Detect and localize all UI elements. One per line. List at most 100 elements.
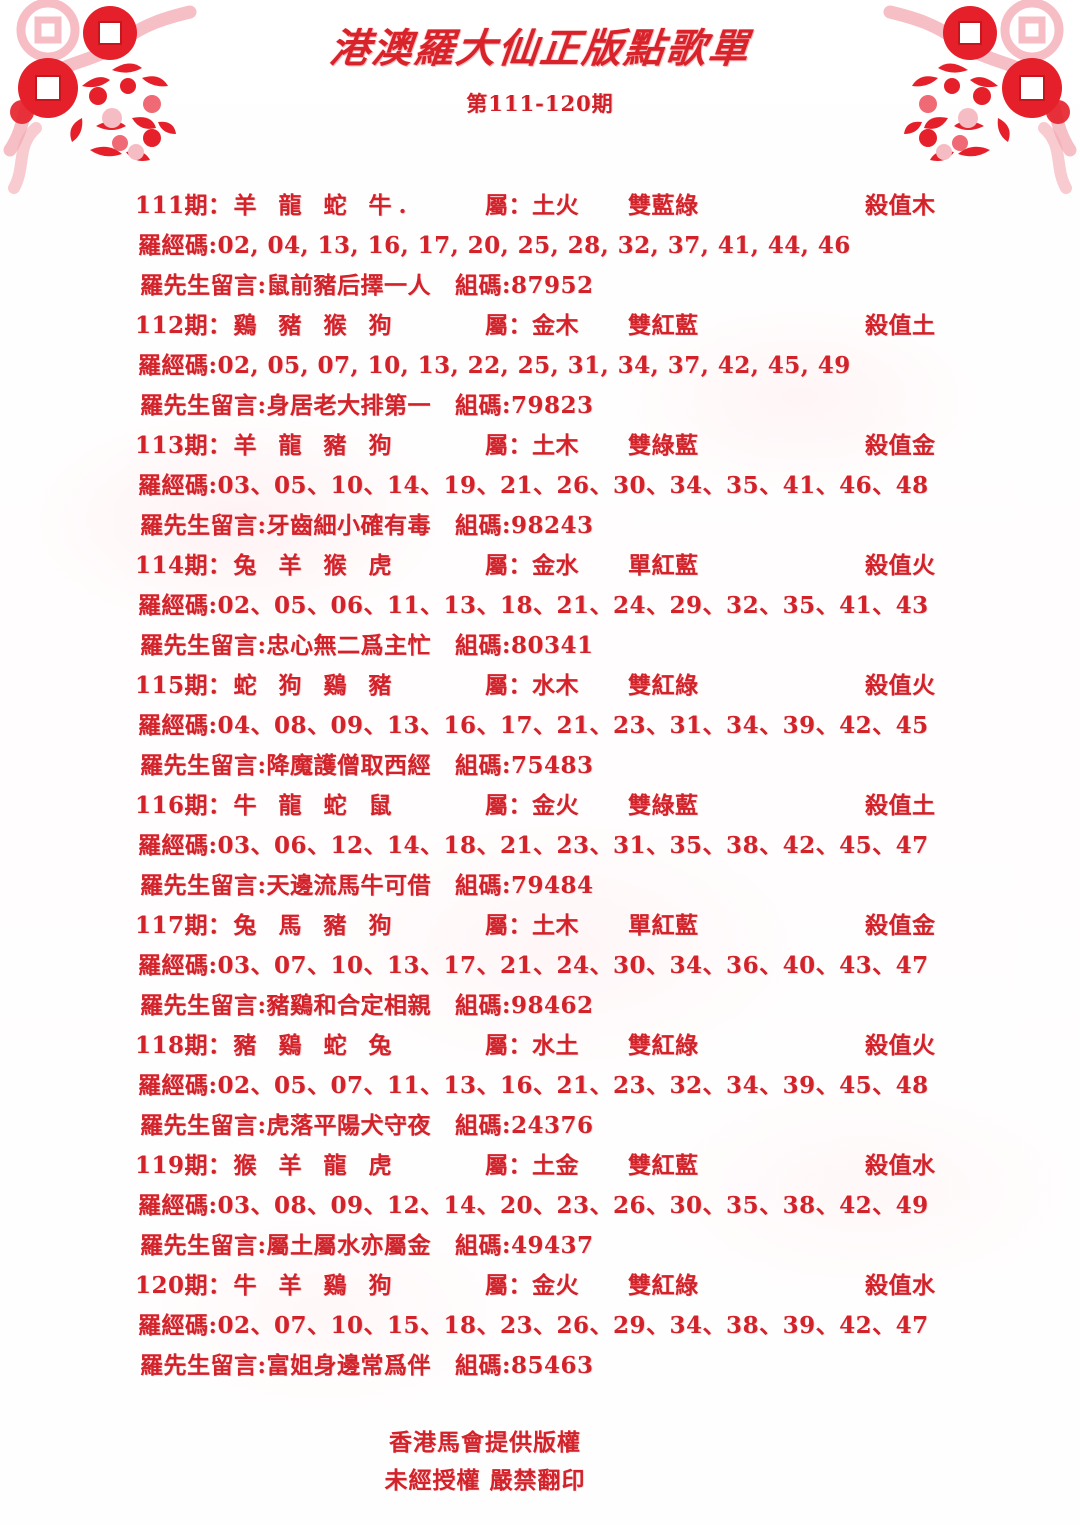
message-label: 羅先生留言: bbox=[140, 752, 267, 779]
message-label: 羅先生留言: bbox=[140, 872, 267, 899]
zodiac-list: 鷄 豬 猴 狗 bbox=[233, 312, 399, 339]
entry-codes-row: 羅經碼:02、05、06、11、13、18、21、24、29、32、35、41、… bbox=[0, 586, 1080, 626]
group-code-label: 組碼: bbox=[455, 392, 511, 419]
entry-head-row: 119期：猴 羊 龍 虎 屬：土金 雙紅藍 殺值水 bbox=[0, 1146, 1080, 1186]
codes-label: 羅經碼: bbox=[138, 832, 218, 859]
entry-message-row: 羅先生留言:豬鷄和合定相親 組碼:98462 bbox=[0, 986, 1080, 1026]
codes-label: 羅經碼: bbox=[138, 472, 218, 499]
entry-block: 114期：兔 羊 猴 虎 屬：金水 單紅藍 殺值火 羅經碼:02、05、06、11、13… bbox=[0, 546, 1080, 666]
zodiac-list: 蛇 狗 鷄 豬 bbox=[233, 672, 399, 699]
codes-label: 羅經碼: bbox=[138, 712, 218, 739]
message-label: 羅先生留言: bbox=[140, 272, 267, 299]
zodiac-list: 豬 鷄 蛇 兔 bbox=[233, 1032, 399, 1059]
message-label: 羅先生留言: bbox=[140, 1232, 267, 1259]
zodiac-list: 羊 龍 豬 狗 bbox=[233, 432, 399, 459]
code-numbers: 02、07、10、15、18、23、26、29、34、38、39、42、47 bbox=[217, 1312, 929, 1339]
codes-label: 羅經碼: bbox=[138, 952, 218, 979]
kill-value: 殺值金 bbox=[865, 432, 936, 459]
color-attribute: 雙綠藍 bbox=[628, 432, 699, 459]
color-attribute: 雙綠藍 bbox=[628, 792, 699, 819]
period-suffix-label: 期： bbox=[184, 792, 232, 819]
entry-message-row: 羅先生留言:忠心無二爲主忙 組碼:80341 bbox=[0, 626, 1080, 666]
entry-message-row: 羅先生留言:鼠前豬后擇一人 組碼:87952 bbox=[0, 266, 1080, 306]
period-number: 111 bbox=[135, 192, 185, 219]
group-code-value: 79823 bbox=[511, 392, 594, 419]
group-code-value: 98243 bbox=[511, 512, 594, 539]
entry-block: 111期：羊 龍 蛇 牛. 屬：土火 雙藍綠 殺值木 羅經碼:02, 04, 13, 1… bbox=[0, 186, 1080, 306]
period-number: 112 bbox=[135, 312, 185, 339]
kill-value: 殺值火 bbox=[865, 552, 936, 579]
color-attribute: 雙紅綠 bbox=[628, 1032, 699, 1059]
kill-value: 殺值土 bbox=[865, 792, 936, 819]
kill-value: 殺值火 bbox=[865, 1032, 936, 1059]
group-code-label: 組碼: bbox=[455, 512, 511, 539]
zodiac-list: 兔 馬 豬 狗 bbox=[233, 912, 399, 939]
entry-list: 111期：羊 龍 蛇 牛. 屬：土火 雙藍綠 殺值木 羅經碼:02, 04, 13, 1… bbox=[0, 186, 1080, 1386]
message-text: 天邊流馬牛可借 bbox=[266, 872, 431, 899]
color-attribute: 雙藍綠 bbox=[628, 192, 699, 219]
element-attribute: 屬：土木 bbox=[485, 912, 579, 939]
group-code-label: 組碼: bbox=[455, 1112, 511, 1139]
entry-message-row: 羅先生留言:屬土屬水亦屬金 組碼:49437 bbox=[0, 1226, 1080, 1266]
message-label: 羅先生留言: bbox=[140, 1112, 267, 1139]
codes-label: 羅經碼: bbox=[138, 592, 218, 619]
element-attribute: 屬：金火 bbox=[485, 1272, 579, 1299]
zodiac-list: 猴 羊 龍 虎 bbox=[233, 1152, 399, 1179]
period-suffix-label: 期： bbox=[184, 432, 232, 459]
group-code-value: 79484 bbox=[511, 872, 594, 899]
entry-message-row: 羅先生留言:身居老大排第一 組碼:79823 bbox=[0, 386, 1080, 426]
entry-head-row: 120期：牛 羊 鷄 狗 屬：金火 雙紅綠 殺值水 bbox=[0, 1266, 1080, 1306]
message-label: 羅先生留言: bbox=[140, 512, 267, 539]
group-code-value: 49437 bbox=[511, 1232, 594, 1259]
zodiac-list: 牛 龍 蛇 鼠 bbox=[233, 792, 399, 819]
group-code-label: 組碼: bbox=[455, 1352, 511, 1379]
page-title: 港澳羅大仙正版點歌單 bbox=[327, 25, 753, 72]
group-code-label: 組碼: bbox=[455, 752, 511, 779]
color-attribute: 雙紅綠 bbox=[628, 1272, 699, 1299]
entry-head-row: 118期：豬 鷄 蛇 兔 屬：水土 雙紅綠 殺值火 bbox=[0, 1026, 1080, 1066]
group-code-value: 75483 bbox=[511, 752, 594, 779]
period-number: 115 bbox=[135, 672, 185, 699]
color-attribute: 雙紅藍 bbox=[628, 1152, 699, 1179]
document-header: 港澳羅大仙正版點歌單 第111-120期 bbox=[0, 0, 1080, 118]
entry-message-row: 羅先生留言:牙齒細小確有毒 組碼:98243 bbox=[0, 506, 1080, 546]
kill-value: 殺值水 bbox=[865, 1152, 936, 1179]
kill-value: 殺值木 bbox=[865, 192, 936, 219]
group-code-value: 87952 bbox=[511, 272, 594, 299]
element-attribute: 屬：金木 bbox=[485, 312, 579, 339]
entry-block: 116期：牛 龍 蛇 鼠 屬：金火 雙綠藍 殺值土 羅經碼:03、06、12、14、18… bbox=[0, 786, 1080, 906]
kill-value: 殺值金 bbox=[865, 912, 936, 939]
kill-value: 殺值水 bbox=[865, 1272, 936, 1299]
group-code-label: 組碼: bbox=[455, 872, 511, 899]
message-text: 虎落平陽犬守夜 bbox=[266, 1112, 431, 1139]
entry-block: 112期：鷄 豬 猴 狗 屬：金木 雙紅藍 殺值土 羅經碼:02, 05, 07, 10… bbox=[0, 306, 1080, 426]
message-text: 豬鷄和合定相親 bbox=[266, 992, 431, 1019]
code-numbers: 02, 04, 13, 16, 17, 20, 25, 28, 32, 37, … bbox=[217, 232, 851, 259]
codes-label: 羅經碼: bbox=[138, 232, 218, 259]
group-code-value: 85463 bbox=[511, 1352, 594, 1379]
group-code-label: 組碼: bbox=[455, 992, 511, 1019]
message-label: 羅先生留言: bbox=[140, 632, 267, 659]
period-suffix-label: 期： bbox=[184, 1032, 232, 1059]
entry-codes-row: 羅經碼:02、07、10、15、18、23、26、29、34、38、39、42、… bbox=[0, 1306, 1080, 1346]
message-text: 屬土屬水亦屬金 bbox=[266, 1232, 431, 1259]
code-numbers: 02、05、07、11、13、16、21、23、32、34、39、45、48 bbox=[217, 1072, 929, 1099]
period-number: 113 bbox=[135, 432, 185, 459]
entry-head-row: 114期：兔 羊 猴 虎 屬：金水 單紅藍 殺值火 bbox=[0, 546, 1080, 586]
entry-codes-row: 羅經碼:03、05、10、14、19、21、26、30、34、35、41、46、… bbox=[0, 466, 1080, 506]
code-numbers: 03、07、10、13、17、21、24、30、34、36、40、43、47 bbox=[217, 952, 929, 979]
period-suffix-label: 期： bbox=[184, 672, 232, 699]
code-numbers: 04、08、09、13、16、17、21、23、31、34、39、42、45 bbox=[217, 712, 929, 739]
entry-head-row: 115期：蛇 狗 鷄 豬 屬：水木 雙紅綠 殺值火 bbox=[0, 666, 1080, 706]
entry-head-row: 117期：兔 馬 豬 狗 屬：土木 單紅藍 殺值金 bbox=[0, 906, 1080, 946]
entry-block: 120期：牛 羊 鷄 狗 屬：金火 雙紅綠 殺值水 羅經碼:02、07、10、15、18… bbox=[0, 1266, 1080, 1386]
entry-codes-row: 羅經碼:02, 05, 07, 10, 13, 22, 25, 31, 34, … bbox=[0, 346, 1080, 386]
entry-block: 113期：羊 龍 豬 狗 屬：土木 雙綠藍 殺值金 羅經碼:03、05、10、14、19… bbox=[0, 426, 1080, 546]
element-attribute: 屬：土火 bbox=[485, 192, 579, 219]
message-text: 牙齒細小確有毒 bbox=[266, 512, 431, 539]
entry-codes-row: 羅經碼:03、07、10、13、17、21、24、30、34、36、40、43、… bbox=[0, 946, 1080, 986]
element-attribute: 屬：水土 bbox=[485, 1032, 579, 1059]
entry-head-row: 116期：牛 龍 蛇 鼠 屬：金火 雙綠藍 殺值土 bbox=[0, 786, 1080, 826]
message-text: 鼠前豬后擇一人 bbox=[266, 272, 431, 299]
